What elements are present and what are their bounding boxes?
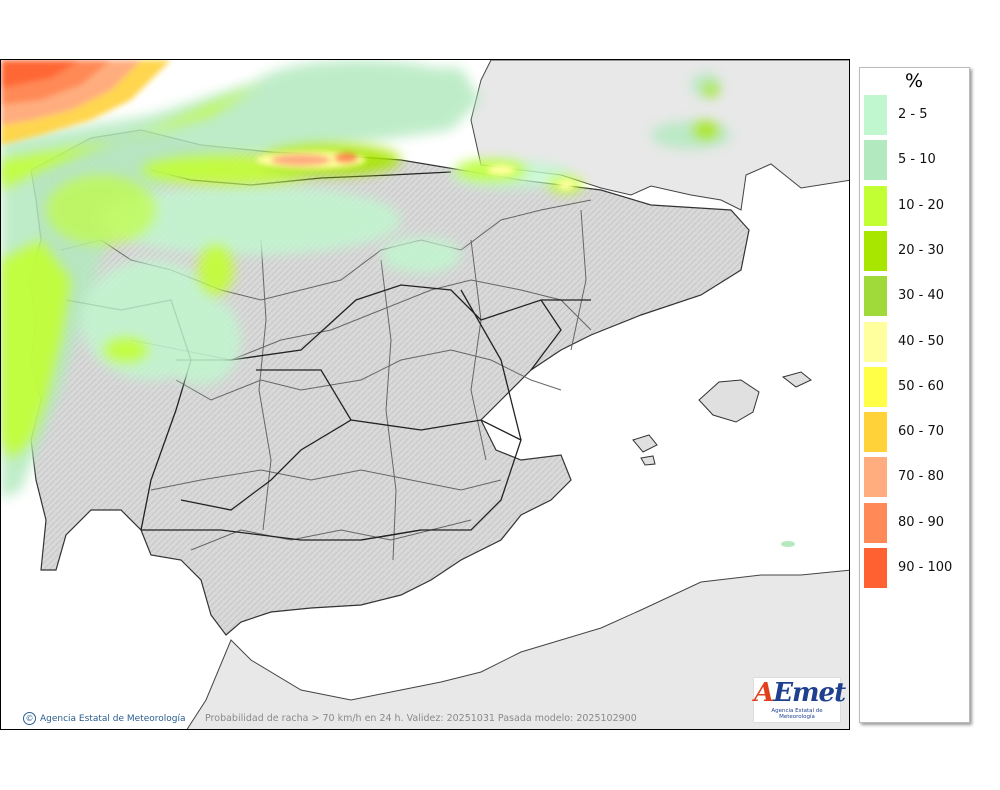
legend-swatch: [864, 276, 887, 317]
legend-label: 5 - 10: [898, 152, 936, 168]
copyright-icon: ©: [23, 712, 36, 725]
probability-map: © Agencia Estatal de Meteorología Probab…: [0, 59, 850, 730]
legend-swatch: [864, 502, 887, 543]
legend-title: %: [904, 70, 924, 92]
legend-item: 70 - 80: [864, 457, 964, 498]
legend-item: 60 - 70: [864, 412, 964, 453]
legend-item: 2 - 5: [864, 95, 964, 135]
legend-swatch: [864, 321, 887, 362]
legend: % 2 - 5 5 - 10 10 - 20 20 - 30 30 - 40 40 - 5…: [859, 67, 970, 723]
legend-item: 50 - 60: [864, 366, 964, 407]
legend-label: 70 - 80: [898, 469, 945, 485]
legend-item: 10 - 20: [864, 185, 964, 226]
legend-item: 90 - 100: [864, 548, 964, 588]
legend-swatch: [864, 185, 887, 226]
formentera-island: [640, 455, 656, 466]
legend-label: 50 - 60: [898, 378, 945, 394]
legend-swatch: [864, 230, 887, 271]
legend-label: 2 - 5: [898, 107, 928, 122]
legend-item: 20 - 30: [864, 230, 964, 271]
legend-swatch: [864, 548, 887, 588]
legend-swatch: [864, 140, 887, 181]
map-caption: Probabilidad de racha > 70 km/h en 24 h.…: [205, 713, 637, 724]
legend-label: 40 - 50: [898, 333, 945, 349]
prob-low-green: [1, 60, 731, 500]
menorca-island: [781, 371, 812, 388]
legend-item: 80 - 90: [864, 502, 964, 543]
africa-land: [186, 569, 849, 729]
legend-swatch: [864, 457, 887, 498]
legend-item: 5 - 10: [864, 140, 964, 181]
legend-item: 30 - 40: [864, 276, 964, 317]
credit-text: Agencia Estatal de Meteorología: [40, 713, 186, 724]
legend-label: 20 - 30: [898, 242, 945, 258]
prob-high: [1, 60, 574, 190]
ibiza-island: [632, 434, 658, 453]
prob-mid-lime: [1, 84, 718, 460]
aemet-logo: AEmet Agencia Estatal de Meteorología: [753, 677, 846, 723]
mallorca-island: [698, 379, 760, 423]
legend-swatch: [864, 366, 887, 407]
legend-label: 90 - 100: [898, 560, 953, 575]
aemet-logo-text: AEmet: [754, 678, 846, 708]
legend-swatch: [864, 95, 887, 135]
legend-label: 30 - 40: [898, 288, 945, 304]
map-canvas: [1, 60, 849, 729]
aemet-logo-subtitle: Agencia Estatal de Meteorología: [771, 708, 823, 720]
legend-label: 60 - 70: [898, 424, 945, 440]
legend-label: 10 - 20: [898, 197, 945, 213]
legend-item: 40 - 50: [864, 321, 964, 362]
legend-label: 80 - 90: [898, 514, 945, 530]
legend-swatch: [864, 412, 887, 453]
prob-patch-east: [781, 541, 795, 547]
aemet-credit: © Agencia Estatal de Meteorología: [23, 712, 186, 725]
